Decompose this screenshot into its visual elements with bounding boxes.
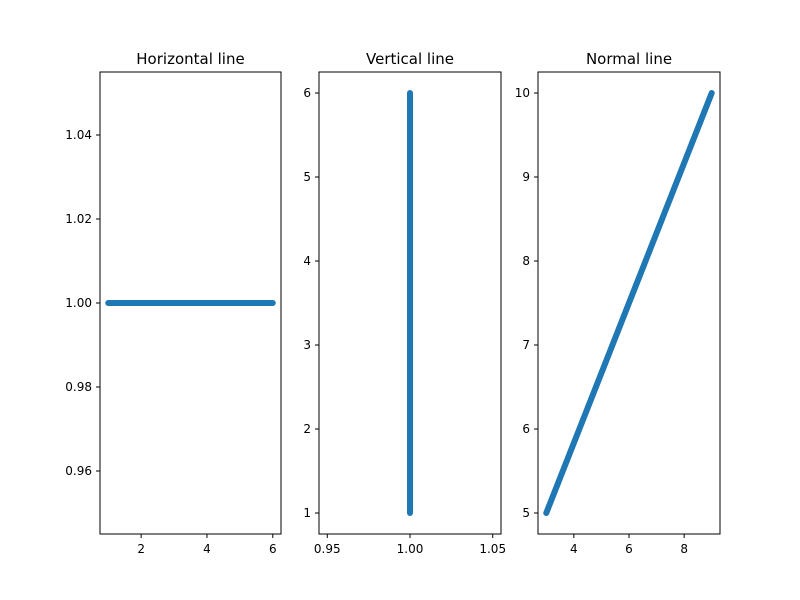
y-tick-label: 9 — [522, 170, 530, 184]
y-tick-label: 2 — [303, 422, 311, 436]
y-tick-label: 3 — [303, 338, 311, 352]
axes-frame — [99, 71, 282, 535]
axes-frame — [318, 71, 502, 535]
subplot-title: Horizontal line — [136, 50, 244, 68]
y-tick-label: 8 — [522, 254, 530, 268]
subplot-title: Normal line — [586, 50, 672, 68]
y-tick-label: 10 — [515, 86, 530, 100]
x-tick-label: 0.95 — [314, 542, 341, 556]
x-tick-label: 6 — [269, 542, 277, 556]
y-tick-label: 5 — [522, 506, 530, 520]
x-tick-label: 4 — [570, 542, 578, 556]
x-tick-label: 8 — [680, 542, 688, 556]
y-tick-label: 6 — [303, 86, 311, 100]
x-tick-label: 4 — [203, 542, 211, 556]
y-tick-label: 0.96 — [65, 464, 92, 478]
subplot-1: Horizontal line 2 4 6 0.96 0.98 1.00 1.02 1.04 — [65, 50, 282, 556]
subplot-3: Normal line 4 6 8 5 6 7 8 9 10 — [515, 50, 721, 556]
y-tick-label: 7 — [522, 338, 530, 352]
subplot-2: Vertical line 0.95 1.00 1.05 1 2 3 4 5 6 — [303, 50, 506, 556]
subplot-title: Vertical line — [366, 50, 454, 68]
x-tick-label: 2 — [137, 542, 145, 556]
y-tick-label: 1.02 — [65, 212, 92, 226]
y-tick-label: 1.04 — [65, 128, 92, 142]
y-tick-label: 6 — [522, 422, 530, 436]
series-line — [543, 90, 715, 516]
y-tick-label: 1.00 — [65, 296, 92, 310]
x-tick-label: 1.05 — [479, 542, 506, 556]
x-tick-label: 6 — [625, 542, 633, 556]
axes-frame — [537, 71, 721, 535]
y-tick-label: 5 — [303, 170, 311, 184]
y-tick-label: 1 — [303, 506, 311, 520]
y-tick-label: 4 — [303, 254, 311, 268]
x-tick-label: 1.00 — [397, 542, 424, 556]
y-tick-label: 0.98 — [65, 380, 92, 394]
